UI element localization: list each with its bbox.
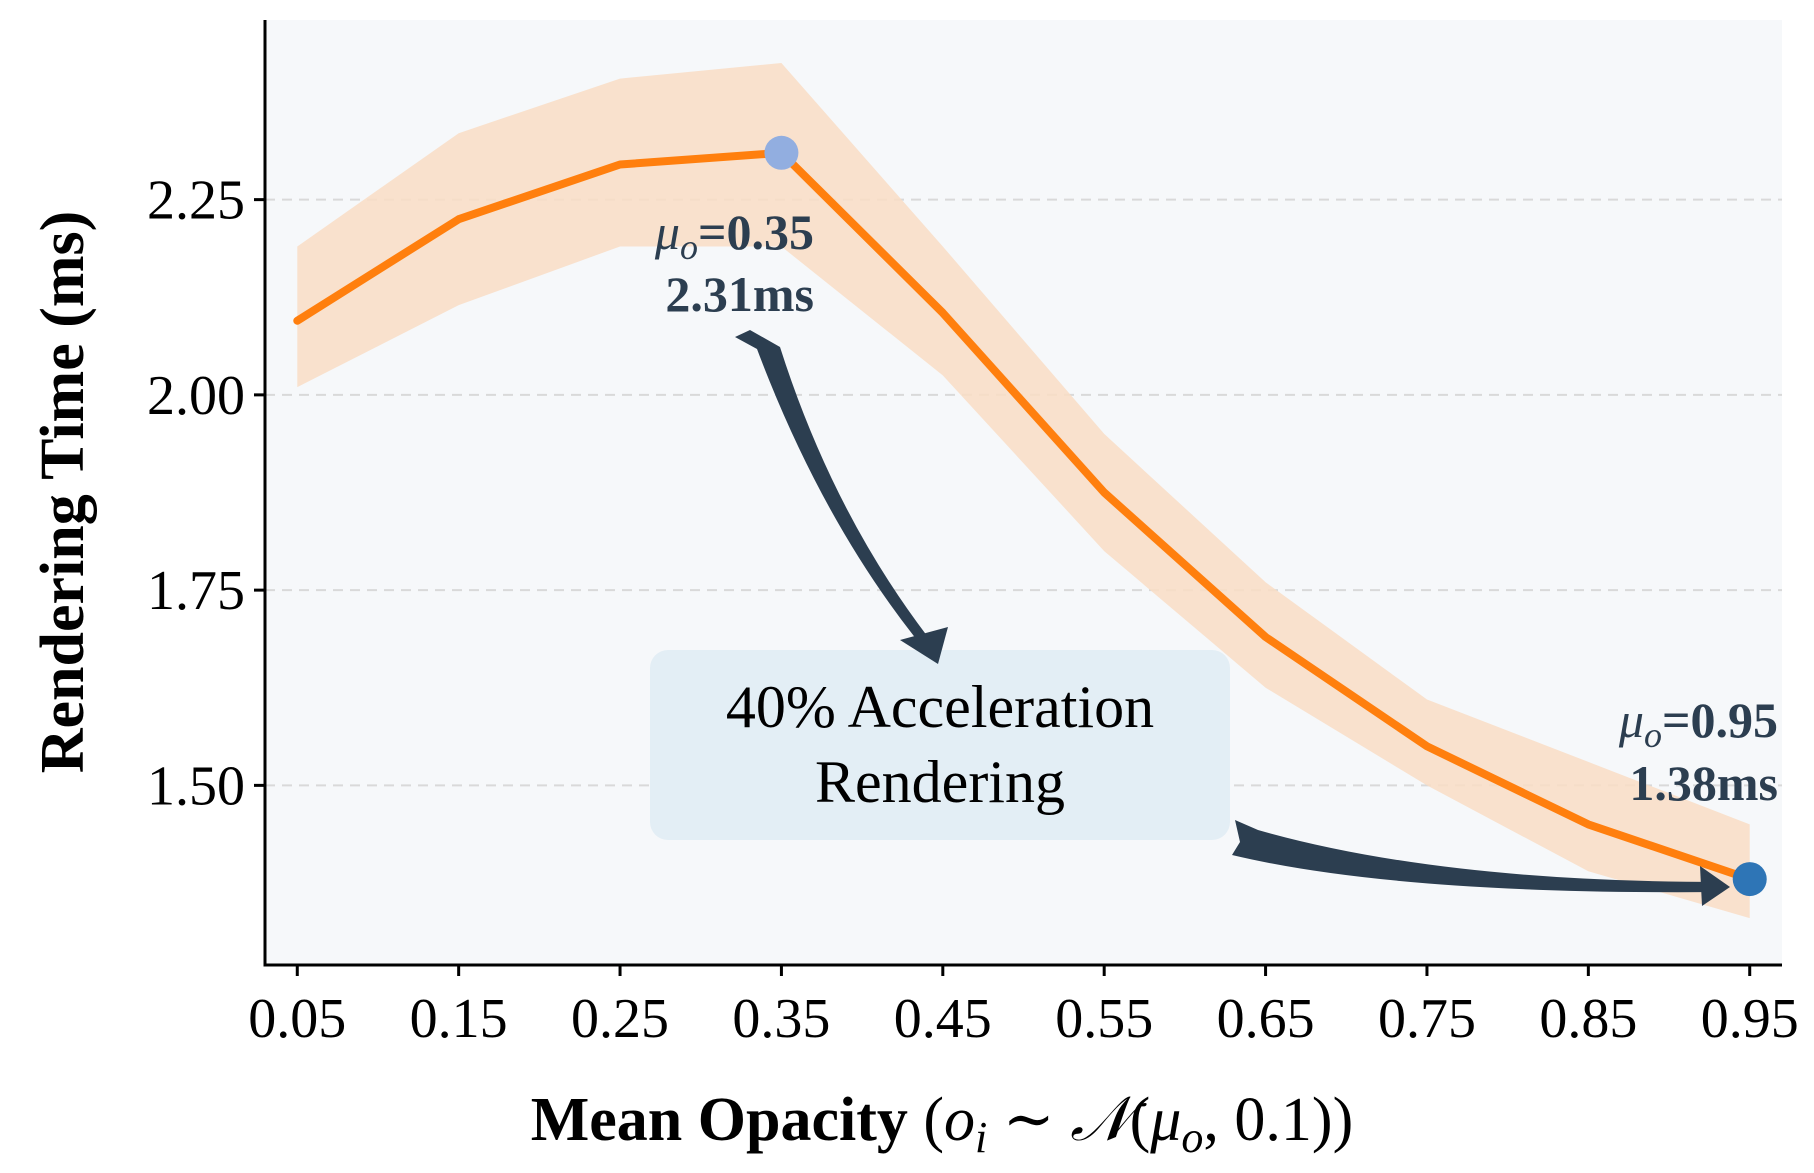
- peak-arrowhead: [900, 627, 948, 664]
- x-tick-label: 0.15: [410, 988, 508, 1050]
- x-axis-title-open: (: [908, 1086, 944, 1154]
- x-axis-var-o: o: [944, 1086, 975, 1154]
- peak-marker: [764, 135, 799, 170]
- y-tick-label: 1.50: [147, 755, 245, 817]
- acceleration-box-line1: 40% Acceleration: [726, 674, 1154, 740]
- end-mu-symbol: μ: [1618, 692, 1644, 748]
- x-axis-sub-o: o: [1181, 1113, 1203, 1162]
- x-tick-label: 0.85: [1539, 988, 1637, 1050]
- series-line: [293, 148, 1754, 884]
- x-tick-label: 0.65: [1217, 988, 1315, 1050]
- end-annotation-time: 1.38ms: [1629, 755, 1778, 811]
- x-tick-label: 0.45: [894, 988, 992, 1050]
- x-axis-var-mu: μ: [1149, 1086, 1181, 1154]
- x-tick-label: 0.25: [571, 988, 669, 1050]
- x-tick-label: 0.55: [1055, 988, 1153, 1050]
- y-tick-label: 1.75: [147, 560, 245, 622]
- confidence-band: [297, 63, 1750, 919]
- peak-mu-value: =0.35: [698, 204, 814, 260]
- x-axis-rest: , 0.1)): [1203, 1086, 1353, 1154]
- series-line-layer: [293, 148, 1754, 884]
- y-ticks: 1.50 1.75 2.00 2.25: [147, 170, 265, 817]
- peak-mu-symbol: μ: [654, 204, 680, 260]
- x-axis-sub-i: i: [975, 1113, 987, 1162]
- end-annotation-value: μo=0.95: [1618, 692, 1778, 755]
- confidence-band-layer: [297, 63, 1750, 919]
- x-tick-label: 0.35: [732, 988, 830, 1050]
- box-to-end-arrow: [1232, 820, 1722, 893]
- x-axis-title-main: Mean Opacity: [531, 1086, 908, 1154]
- end-marker: [1732, 862, 1767, 897]
- x-axis-title: Mean Opacity (oi ∼ 𝒩(μo, 0.1)): [531, 1086, 1353, 1162]
- highlight-marker-layer: [764, 135, 1767, 897]
- x-ticks: 0.05 0.15 0.25 0.35 0.45 0.55 0.65 0.75 0.85 0.95: [248, 965, 1799, 1050]
- end-arrowhead: [1700, 866, 1730, 906]
- acceleration-box-line2: Rendering: [815, 749, 1065, 815]
- y-axis-title: Rendering Time (ms): [29, 211, 97, 774]
- x-tick-label: 0.05: [248, 988, 346, 1050]
- x-axis-sim: ∼: [987, 1086, 1070, 1154]
- end-mu-subscript: o: [1644, 715, 1662, 755]
- x-axis-paren: (: [1130, 1086, 1151, 1154]
- y-tick-label: 2.00: [147, 365, 245, 427]
- peak-annotation-value: μo=0.35: [654, 204, 814, 267]
- peak-mu-subscript: o: [680, 227, 698, 267]
- acceleration-box: [650, 650, 1230, 840]
- peak-annotation-time: 2.31ms: [665, 266, 814, 322]
- x-tick-label: 0.95: [1701, 988, 1799, 1050]
- y-tick-label: 2.25: [147, 170, 245, 232]
- x-tick-label: 0.75: [1378, 988, 1476, 1050]
- peak-to-box-arrow: [735, 330, 938, 656]
- end-mu-value: =0.95: [1662, 692, 1778, 748]
